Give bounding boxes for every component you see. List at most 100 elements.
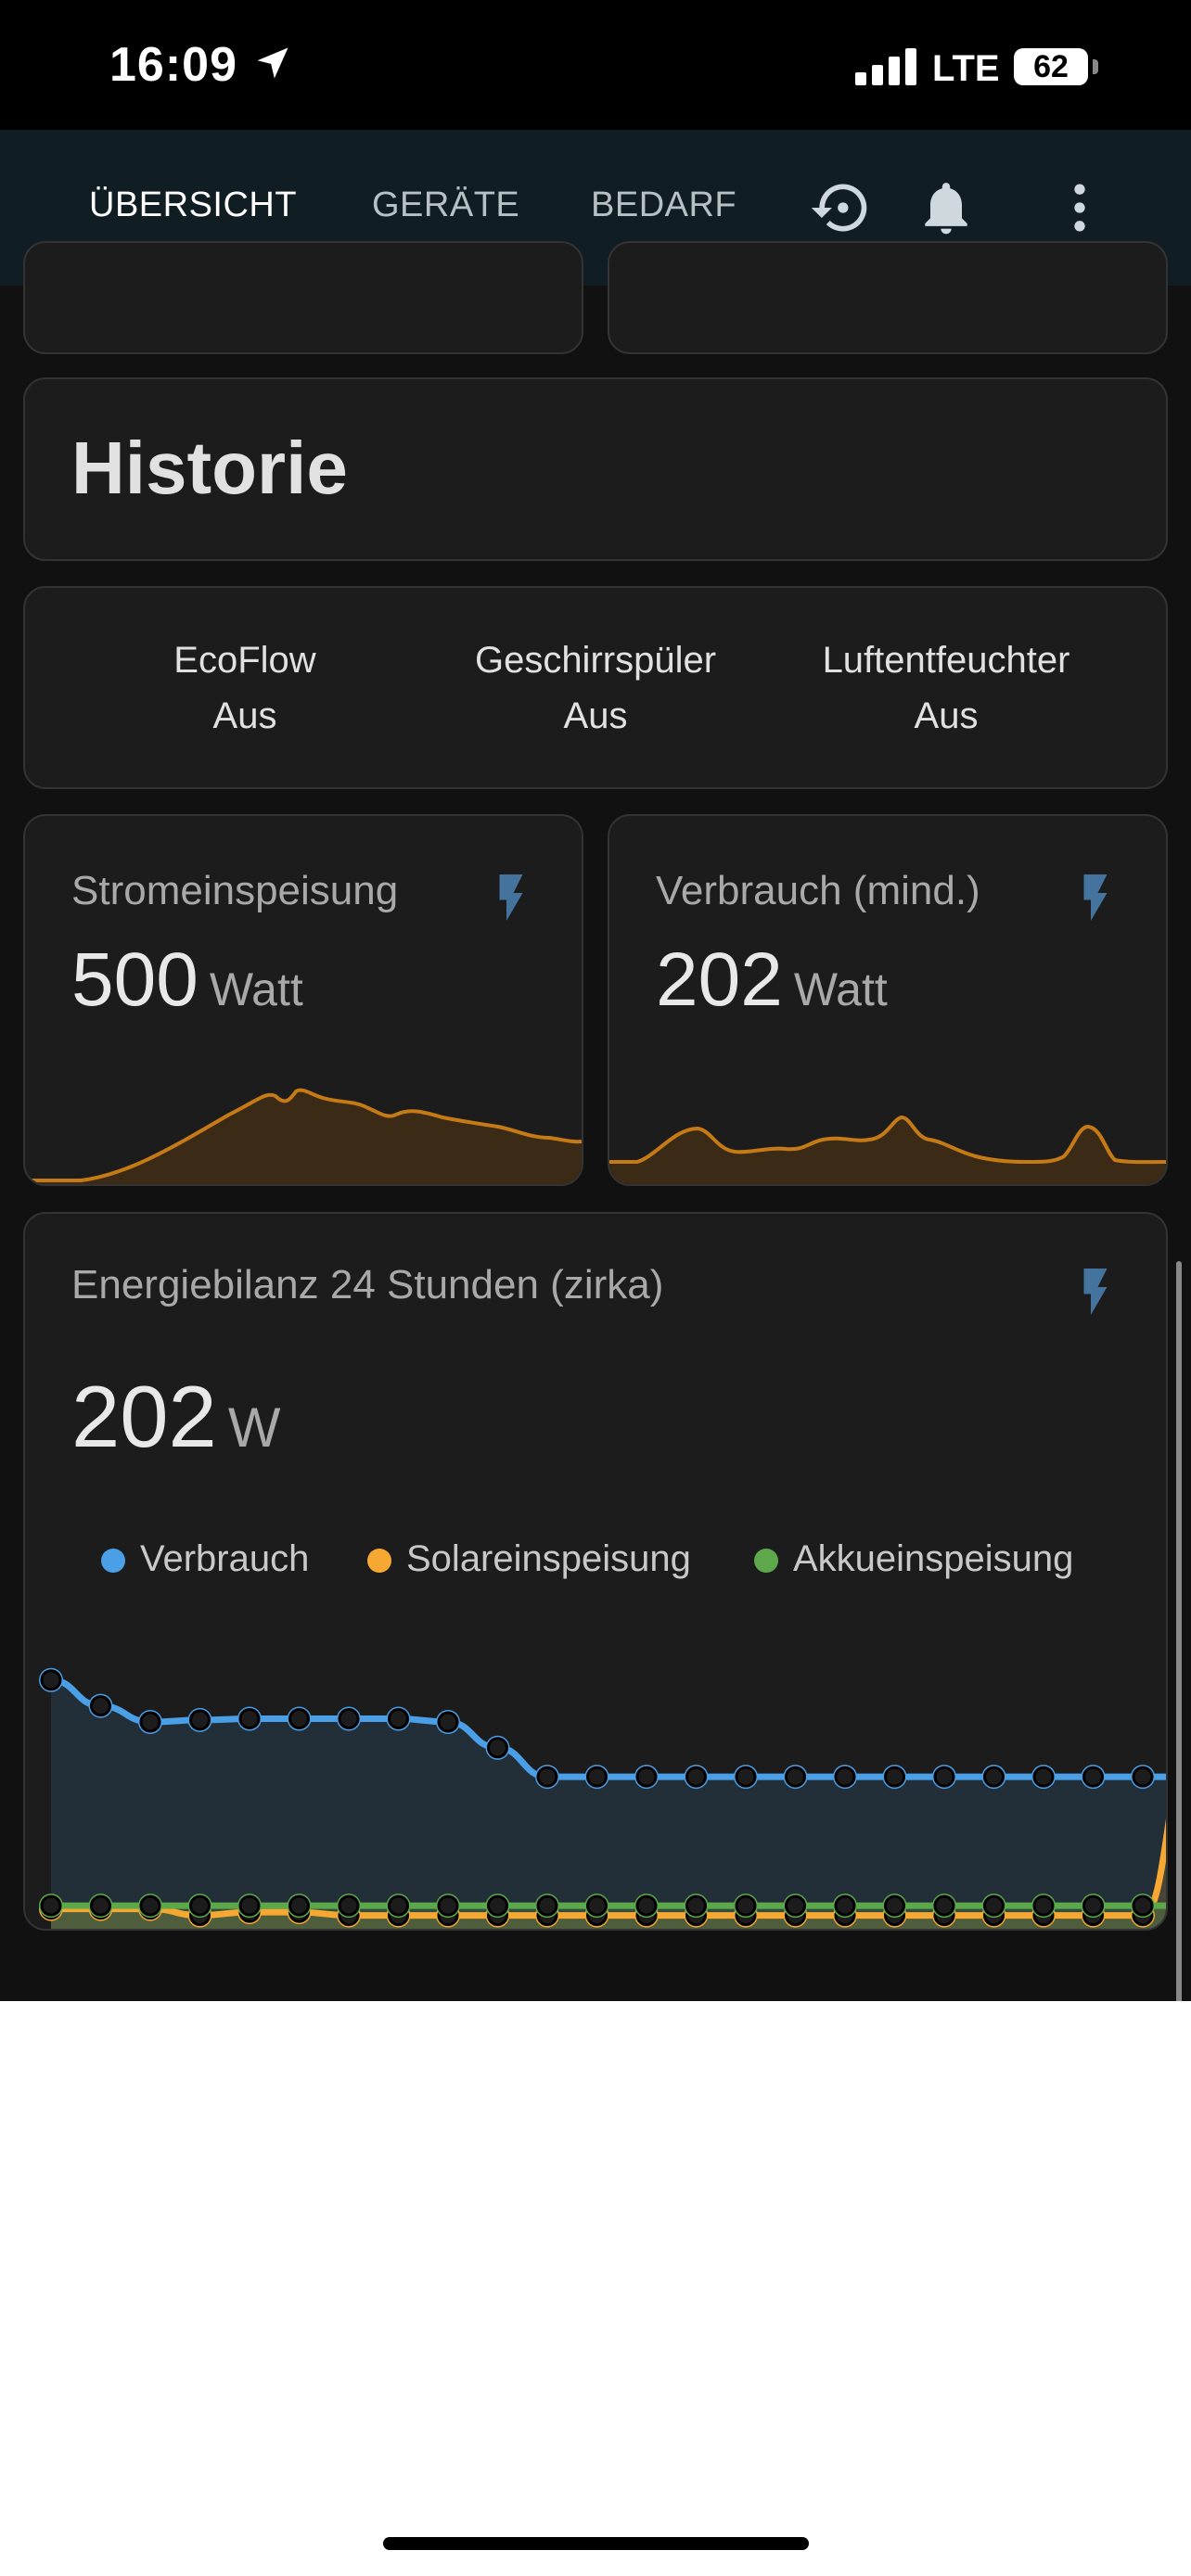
data-point-verbrauch[interactable]	[685, 1766, 707, 1788]
data-point-verbrauch[interactable]	[189, 1709, 211, 1731]
data-point-verbrauch[interactable]	[388, 1708, 409, 1730]
status-time: 16:09	[109, 38, 237, 92]
entity-name: EcoFlow	[173, 640, 316, 681]
more-vert-icon[interactable]	[1048, 176, 1111, 239]
energy-number: 202	[71, 1368, 217, 1465]
data-point-verbrauch[interactable]	[40, 1669, 62, 1691]
data-point-verbrauch[interactable]	[834, 1766, 856, 1788]
legend-akku[interactable]: Akkueinspeisung	[754, 1538, 1073, 1580]
data-point-akkueinspeisung[interactable]	[1082, 1894, 1104, 1917]
partial-card-left[interactable]	[23, 241, 583, 354]
data-point-akkueinspeisung[interactable]	[933, 1894, 955, 1917]
entity-name: Luftentfeuchter	[822, 640, 1070, 681]
data-point-akkueinspeisung[interactable]	[834, 1894, 856, 1917]
data-point-verbrauch[interactable]	[884, 1766, 905, 1788]
data-point-verbrauch[interactable]	[983, 1766, 1005, 1788]
legend-dot	[367, 1549, 391, 1573]
legend-label: Solareinspeisung	[406, 1538, 691, 1579]
legend-label: Akkueinspeisung	[793, 1538, 1074, 1579]
sensor-title: Stromeinspeisung	[71, 868, 399, 913]
data-point-akkueinspeisung[interactable]	[586, 1894, 608, 1917]
sensor-unit: Watt	[209, 963, 303, 1015]
series-area-verbrauch	[51, 1679, 1166, 1929]
data-point-verbrauch[interactable]	[735, 1766, 757, 1788]
data-point-akkueinspeisung[interactable]	[40, 1894, 62, 1917]
legend-verbrauch[interactable]: Verbrauch	[101, 1538, 309, 1580]
flash-icon	[1083, 1269, 1108, 1315]
entity-state: Aus	[212, 695, 277, 736]
entity-luftentfeuchter[interactable]: Luftentfeuchter Aus	[807, 632, 1085, 744]
sensor-value: 202 Watt	[656, 937, 888, 1024]
data-point-akkueinspeisung[interactable]	[536, 1894, 558, 1917]
data-point-akkueinspeisung[interactable]	[238, 1894, 261, 1917]
sensor-title: Verbrauch (mind.)	[656, 868, 980, 913]
flash-icon	[1083, 874, 1108, 921]
data-point-akkueinspeisung[interactable]	[139, 1894, 161, 1917]
data-point-akkueinspeisung[interactable]	[388, 1894, 409, 1917]
sensor-value: 500 Watt	[71, 937, 303, 1024]
energy-value: 202 W	[71, 1367, 280, 1467]
tab-bedarf[interactable]: BEDARF	[591, 185, 737, 224]
data-point-akkueinspeisung[interactable]	[338, 1894, 360, 1917]
data-point-akkueinspeisung[interactable]	[437, 1894, 459, 1917]
sparkline-stromeinspeisung	[25, 1088, 582, 1184]
data-point-akkueinspeisung[interactable]	[785, 1894, 806, 1917]
battery-icon: 62	[1014, 48, 1088, 85]
energy-card[interactable]: Energiebilanz 24 Stunden (zirka) 202 W Ve…	[23, 1212, 1168, 1931]
partial-card-right[interactable]	[608, 241, 1168, 354]
data-point-verbrauch[interactable]	[90, 1695, 111, 1717]
sensor-card-verbrauch[interactable]: Verbrauch (mind.) 202 Watt	[608, 814, 1168, 1186]
data-point-akkueinspeisung[interactable]	[90, 1894, 111, 1917]
signal-icon	[855, 48, 916, 85]
data-point-verbrauch[interactable]	[288, 1708, 310, 1730]
data-point-verbrauch[interactable]	[487, 1737, 508, 1759]
legend-dot	[754, 1549, 778, 1573]
data-point-akkueinspeisung[interactable]	[735, 1894, 757, 1917]
entity-geschirrspueler[interactable]: Geschirrspüler Aus	[456, 632, 735, 744]
data-point-akkueinspeisung[interactable]	[288, 1894, 310, 1917]
energy-chart	[39, 1667, 1166, 1929]
data-point-verbrauch[interactable]	[1132, 1766, 1154, 1788]
data-point-verbrauch[interactable]	[586, 1766, 608, 1788]
legend-dot	[101, 1549, 125, 1573]
entity-ecoflow[interactable]: EcoFlow Aus	[106, 632, 384, 744]
sensor-card-stromeinspeisung[interactable]: Stromeinspeisung 500 Watt	[23, 814, 583, 1186]
data-point-verbrauch[interactable]	[933, 1766, 955, 1788]
data-point-verbrauch[interactable]	[635, 1766, 658, 1788]
tab-uebersicht[interactable]: ÜBERSICHT	[89, 185, 298, 224]
bell-icon[interactable]	[915, 176, 978, 239]
data-point-akkueinspeisung[interactable]	[685, 1894, 707, 1917]
data-point-akkueinspeisung[interactable]	[1132, 1894, 1154, 1917]
scrollbar[interactable]	[1176, 1261, 1182, 2001]
data-point-verbrauch[interactable]	[1082, 1766, 1104, 1788]
entity-name: Geschirrspüler	[474, 640, 717, 681]
sparkline-verbrauch	[609, 1115, 1166, 1184]
data-point-akkueinspeisung[interactable]	[189, 1894, 211, 1917]
data-point-verbrauch[interactable]	[338, 1708, 360, 1730]
data-point-verbrauch[interactable]	[536, 1766, 558, 1788]
history-icon[interactable]	[809, 176, 872, 239]
home-indicator[interactable]	[383, 2537, 809, 2550]
data-point-akkueinspeisung[interactable]	[884, 1894, 905, 1917]
entity-state: Aus	[563, 695, 628, 736]
legend-solar[interactable]: Solareinspeisung	[367, 1538, 691, 1580]
data-point-akkueinspeisung[interactable]	[635, 1894, 658, 1917]
status-bar: 16:09 LTE 62	[0, 0, 1191, 130]
data-point-verbrauch[interactable]	[437, 1711, 459, 1733]
data-point-verbrauch[interactable]	[139, 1711, 161, 1733]
sensor-unit: Watt	[793, 963, 888, 1015]
data-point-verbrauch[interactable]	[785, 1766, 806, 1788]
data-point-akkueinspeisung[interactable]	[983, 1894, 1005, 1917]
data-point-verbrauch[interactable]	[1032, 1766, 1055, 1788]
network-type: LTE	[932, 48, 1000, 89]
battery-cap	[1093, 59, 1098, 74]
tab-geraete[interactable]: GERÄTE	[372, 185, 520, 224]
flash-icon	[499, 874, 523, 921]
entity-state: Aus	[914, 695, 979, 736]
historie-card: Historie	[23, 377, 1168, 561]
location-arrow-icon	[257, 47, 288, 79]
entities-card: EcoFlow Aus Geschirrspüler Aus Luftentfe…	[23, 586, 1168, 789]
data-point-verbrauch[interactable]	[238, 1708, 261, 1730]
data-point-akkueinspeisung[interactable]	[1032, 1894, 1055, 1917]
data-point-akkueinspeisung[interactable]	[487, 1894, 508, 1917]
